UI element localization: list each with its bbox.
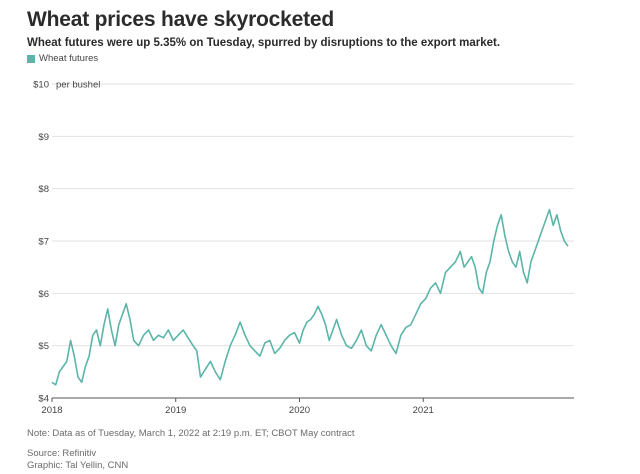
footnote: Note: Data as of Tuesday, March 1, 2022 … xyxy=(27,428,355,439)
y-tick-label: $6 xyxy=(38,289,49,300)
legend-label: Wheat futures xyxy=(39,53,99,64)
series-line-wheat-futures xyxy=(51,208,569,386)
y-unit-label: per bushel xyxy=(56,80,100,91)
x-tick-label: 2019 xyxy=(165,405,186,416)
source-credit: Source: Refinitiv xyxy=(27,448,97,459)
y-tick-label: $5 xyxy=(38,341,49,352)
y-tick-label: $8 xyxy=(38,184,49,195)
x-tick-label: 2021 xyxy=(413,405,434,416)
y-tick-label: $9 xyxy=(38,132,49,143)
graphic-credit: Graphic: Tal Yellin, CNN xyxy=(27,460,129,471)
series-layer xyxy=(51,208,569,386)
y-tick-label: $4 xyxy=(38,394,49,405)
legend: Wheat futures xyxy=(27,53,98,64)
chart-title: Wheat prices have skyrocketed xyxy=(27,8,335,31)
x-tick-label: 2020 xyxy=(289,405,310,416)
legend-swatch xyxy=(27,54,35,63)
chart-subtitle: Wheat futures were up 5.35% on Tuesday, … xyxy=(27,37,501,49)
x-tick-label: 2018 xyxy=(41,405,62,416)
y-tick-label: $10 xyxy=(33,80,49,91)
y-tick-label: $7 xyxy=(38,237,49,248)
gridlines xyxy=(52,83,574,399)
